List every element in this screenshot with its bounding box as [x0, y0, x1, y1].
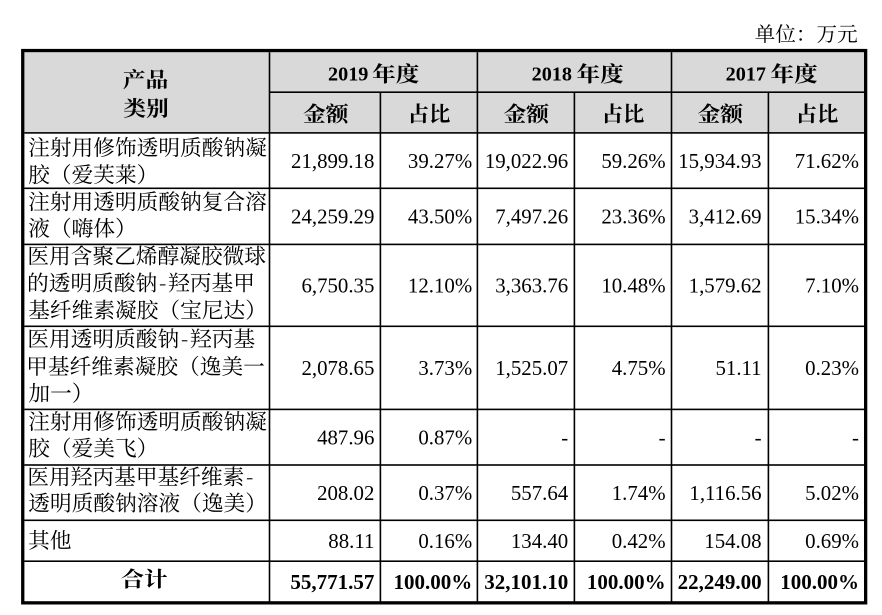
svg-text:7.10%: 7.10%: [805, 274, 859, 298]
svg-text:2018: 2018: [532, 64, 572, 86]
svg-text:100.00%: 100.00%: [587, 570, 666, 594]
svg-text:10.48%: 10.48%: [601, 274, 665, 298]
svg-text:1,116.56: 1,116.56: [689, 481, 761, 505]
svg-text:51.11: 51.11: [715, 356, 761, 380]
svg-text:3,412.69: 3,412.69: [689, 205, 762, 229]
svg-text:2017: 2017: [726, 64, 766, 86]
svg-text:3.73%: 3.73%: [418, 356, 472, 380]
svg-text:19,022.96: 19,022.96: [485, 149, 568, 173]
svg-text:5.02%: 5.02%: [805, 481, 859, 505]
svg-text:100.00%: 100.00%: [393, 570, 472, 594]
svg-text:59.26%: 59.26%: [601, 149, 665, 173]
svg-text:0.37%: 0.37%: [418, 481, 472, 505]
svg-text:-: -: [852, 426, 859, 450]
svg-text:-: -: [755, 426, 762, 450]
svg-text:0.69%: 0.69%: [805, 529, 859, 553]
svg-text:4.75%: 4.75%: [612, 356, 666, 380]
svg-text:39.27%: 39.27%: [408, 149, 472, 173]
svg-text:2019: 2019: [328, 64, 368, 86]
svg-text:557.64: 557.64: [511, 481, 569, 505]
svg-text:24,259.29: 24,259.29: [291, 205, 374, 229]
svg-text:15,934.93: 15,934.93: [678, 149, 761, 173]
svg-text:55,771.57: 55,771.57: [290, 570, 374, 594]
svg-text:0.23%: 0.23%: [805, 356, 859, 380]
svg-text:3,363.76: 3,363.76: [495, 274, 568, 298]
svg-text:88.11: 88.11: [328, 529, 374, 553]
svg-text:71.62%: 71.62%: [795, 149, 859, 173]
svg-text:23.36%: 23.36%: [601, 205, 665, 229]
svg-text:1,525.07: 1,525.07: [495, 356, 568, 380]
svg-text:0.87%: 0.87%: [418, 426, 472, 450]
svg-text:12.10%: 12.10%: [408, 274, 472, 298]
svg-text:-: -: [561, 426, 568, 450]
svg-text:2,078.65: 2,078.65: [301, 356, 374, 380]
svg-text:0.42%: 0.42%: [612, 529, 666, 553]
svg-text:43.50%: 43.50%: [408, 205, 472, 229]
svg-text:15.34%: 15.34%: [795, 205, 859, 229]
svg-text:487.96: 487.96: [317, 426, 374, 450]
svg-text:1,579.62: 1,579.62: [689, 274, 762, 298]
svg-text:154.08: 154.08: [704, 529, 761, 553]
svg-text:208.02: 208.02: [317, 481, 374, 505]
svg-text:134.40: 134.40: [511, 529, 568, 553]
svg-text:1.74%: 1.74%: [612, 481, 666, 505]
svg-text:100.00%: 100.00%: [780, 570, 859, 594]
svg-text:21,899.18: 21,899.18: [291, 149, 374, 173]
svg-text:6,750.35: 6,750.35: [301, 274, 374, 298]
svg-text:32,101.10: 32,101.10: [484, 570, 568, 594]
svg-text:-: -: [659, 426, 666, 450]
svg-text:0.16%: 0.16%: [418, 529, 472, 553]
svg-text:7,497.26: 7,497.26: [495, 205, 568, 229]
svg-text:22,249.00: 22,249.00: [678, 570, 762, 594]
